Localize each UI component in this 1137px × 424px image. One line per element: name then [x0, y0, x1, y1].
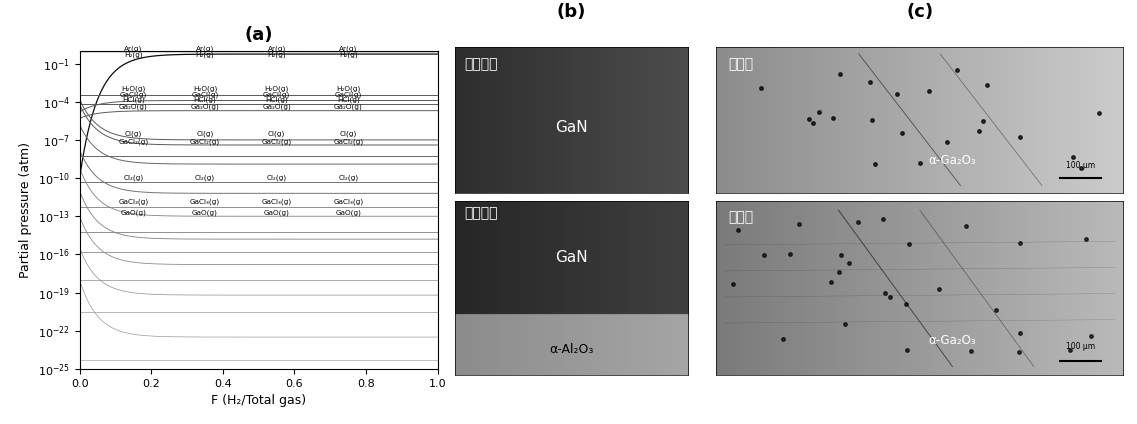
Text: H₂(g): H₂(g) — [339, 51, 357, 58]
Text: Cl₂(g): Cl₂(g) — [338, 174, 358, 181]
Text: HCl(g): HCl(g) — [122, 97, 144, 103]
Text: Cl₂(g): Cl₂(g) — [123, 174, 143, 181]
Text: Ga₂O(g): Ga₂O(g) — [119, 103, 148, 110]
Text: HCl(g): HCl(g) — [193, 97, 216, 103]
Text: H₂O(g): H₂O(g) — [122, 86, 146, 92]
Text: H₂(g): H₂(g) — [267, 51, 285, 58]
Title: (a): (a) — [244, 26, 273, 44]
Text: Ga₂O(g): Ga₂O(g) — [191, 103, 219, 110]
Text: Cl(g): Cl(g) — [340, 131, 357, 137]
Text: Ar(g): Ar(g) — [267, 46, 285, 53]
Text: GaCl(g): GaCl(g) — [334, 92, 362, 98]
Text: H₂O(g): H₂O(g) — [337, 86, 360, 92]
Text: Ga₂O(g): Ga₂O(g) — [334, 103, 363, 110]
Text: 100 μm: 100 μm — [1067, 342, 1095, 351]
X-axis label: F (H₂/Total gas): F (H₂/Total gas) — [211, 394, 306, 407]
Text: Cl₂(g): Cl₂(g) — [266, 174, 287, 181]
Text: H₂O(g): H₂O(g) — [193, 86, 217, 92]
Text: 에칖후: 에칖후 — [729, 210, 754, 224]
Text: GaCl(g): GaCl(g) — [119, 92, 147, 98]
Text: 에칖전: 에칖전 — [729, 57, 754, 71]
Text: GaCl(g): GaCl(g) — [263, 92, 290, 98]
Text: H₂O(g): H₂O(g) — [265, 86, 289, 92]
Text: GaN: GaN — [555, 250, 588, 265]
Text: 이종기판: 이종기판 — [464, 206, 498, 220]
Text: α-Ga₂O₃: α-Ga₂O₃ — [929, 154, 977, 167]
Text: GaCl₂(g): GaCl₂(g) — [333, 139, 363, 145]
Text: GaCl(g): GaCl(g) — [191, 92, 218, 98]
Text: GaCl₂(g): GaCl₂(g) — [190, 139, 219, 145]
Text: GaN: GaN — [555, 120, 588, 134]
Text: GaCl₃(g): GaCl₃(g) — [118, 198, 148, 205]
Text: Cl(g): Cl(g) — [197, 131, 214, 137]
Text: GaCl₂(g): GaCl₂(g) — [262, 139, 291, 145]
Text: 100 μm: 100 μm — [1067, 161, 1095, 170]
Text: H₂(g): H₂(g) — [196, 51, 214, 58]
Text: (b): (b) — [557, 3, 586, 21]
Y-axis label: Partial pressure (atm): Partial pressure (atm) — [19, 142, 32, 278]
Text: GaCl₂(g): GaCl₂(g) — [118, 139, 148, 145]
Text: HCl(g): HCl(g) — [337, 97, 359, 103]
Text: Ga₂O(g): Ga₂O(g) — [263, 103, 291, 110]
Text: Cl(g): Cl(g) — [125, 131, 142, 137]
Text: (c): (c) — [906, 3, 933, 21]
Text: Cl(g): Cl(g) — [268, 131, 285, 137]
Text: GaO(g): GaO(g) — [335, 210, 362, 216]
Text: Cl₂(g): Cl₂(g) — [194, 174, 215, 181]
Text: 동종기판: 동종기판 — [464, 57, 498, 71]
Text: H₂(g): H₂(g) — [124, 51, 142, 58]
Text: GaO(g): GaO(g) — [264, 210, 290, 216]
Text: GaCl₃(g): GaCl₃(g) — [262, 198, 291, 205]
Text: GaCl₃(g): GaCl₃(g) — [333, 198, 363, 205]
Text: HCl(g): HCl(g) — [265, 97, 288, 103]
Text: Ar(g): Ar(g) — [124, 46, 142, 53]
Text: Ar(g): Ar(g) — [339, 46, 357, 53]
Text: Ar(g): Ar(g) — [196, 46, 214, 53]
Text: α-Al₂O₃: α-Al₂O₃ — [549, 343, 594, 356]
Text: α-Ga₂O₃: α-Ga₂O₃ — [929, 334, 977, 347]
Text: GaCl₃(g): GaCl₃(g) — [190, 198, 219, 205]
Text: GaO(g): GaO(g) — [192, 210, 218, 216]
Text: GaO(g): GaO(g) — [121, 210, 147, 216]
